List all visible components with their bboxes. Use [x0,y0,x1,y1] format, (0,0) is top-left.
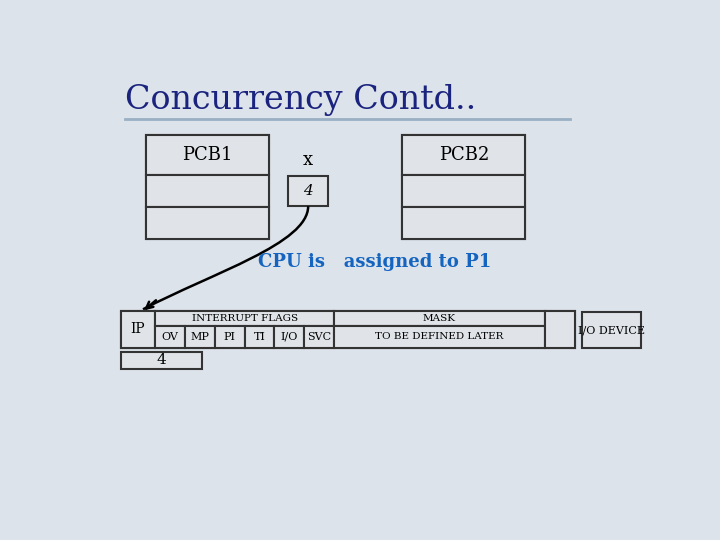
Bar [288,176,328,206]
Bar [402,136,526,175]
Text: PCB1: PCB1 [182,146,233,164]
Bar [402,207,526,239]
Bar [402,136,526,239]
Text: MASK: MASK [423,314,456,323]
Bar [245,326,274,348]
Bar [121,311,156,348]
Bar [215,326,245,348]
Text: TO BE DEFINED LATER: TO BE DEFINED LATER [375,333,503,341]
Text: I/O: I/O [281,332,298,342]
Text: x: x [303,151,313,168]
Text: 4: 4 [303,184,313,198]
Bar [334,326,545,348]
Text: I/O DEVICE: I/O DEVICE [578,325,645,335]
Text: SVC: SVC [307,332,331,342]
Text: CPU is   assigned to P1: CPU is assigned to P1 [258,253,491,271]
Bar [121,352,202,369]
Text: PCB2: PCB2 [438,146,489,164]
Bar [145,136,269,175]
Bar [145,136,269,239]
Bar [545,311,575,348]
Bar [121,311,575,348]
Text: OV: OV [162,332,179,342]
Bar [274,326,304,348]
Bar [402,175,526,207]
Text: MP: MP [191,332,210,342]
Bar [156,311,334,326]
Bar [304,326,334,348]
Text: IP: IP [130,322,145,336]
Bar [145,175,269,207]
Text: Concurrency Contd..: Concurrency Contd.. [125,84,476,116]
Text: 4: 4 [156,354,166,367]
Bar [145,207,269,239]
Text: PI: PI [224,332,235,342]
Text: TI: TI [253,332,266,342]
Bar [334,311,545,326]
Text: INTERRUPT FLAGS: INTERRUPT FLAGS [192,314,297,323]
Bar [185,326,215,348]
Bar [582,312,641,348]
Bar [156,326,185,348]
